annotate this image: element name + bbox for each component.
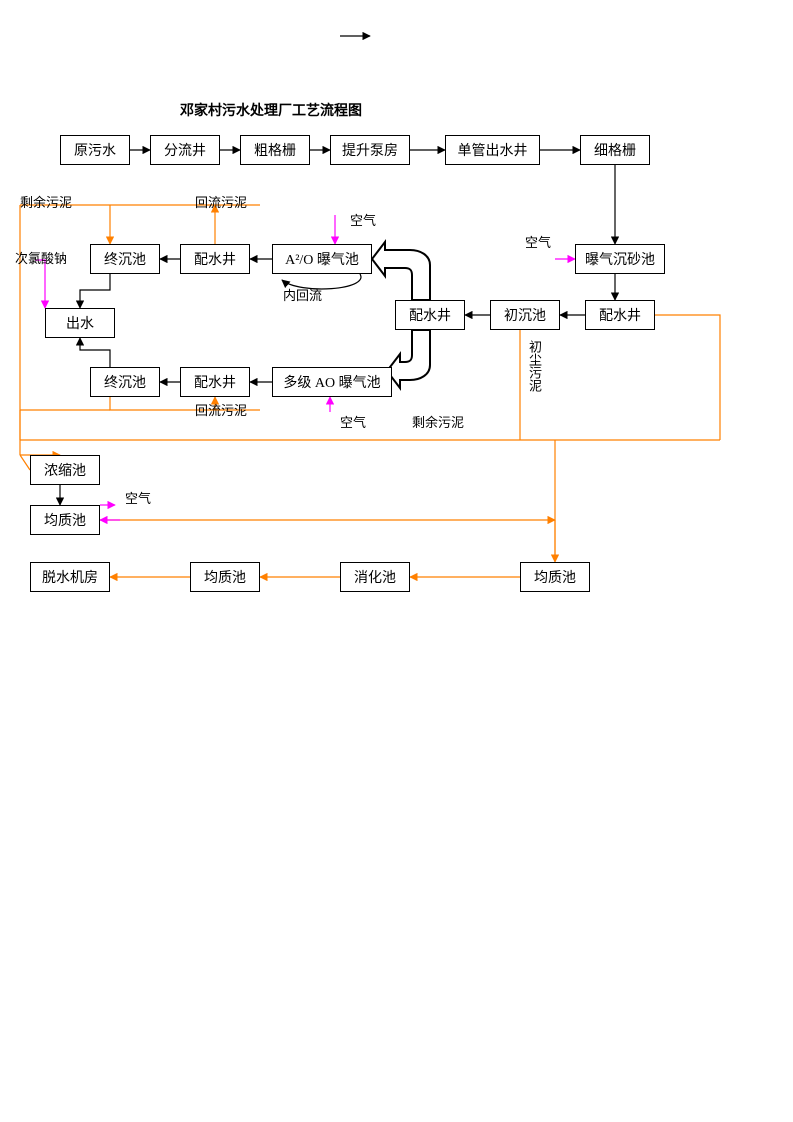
label: 剩余污泥 <box>20 192 72 211</box>
node-homo2: 均质池 <box>520 562 590 592</box>
label: 空气 <box>350 210 376 229</box>
node-homo1: 均质池 <box>30 505 100 535</box>
node-dewater: 脱水机房 <box>30 562 110 592</box>
node-split: 分流井 <box>150 135 220 165</box>
node-dist_l: 配水井 <box>180 367 250 397</box>
label: 次氯酸钠 <box>15 248 67 267</box>
node-multiAO: 多级 AO 曝气池 <box>272 367 392 397</box>
node-prim: 初沉池 <box>490 300 560 330</box>
node-pump: 提升泵房 <box>330 135 410 165</box>
label: 空气 <box>125 488 151 507</box>
edges-layer <box>0 0 793 1122</box>
node-coarse: 粗格栅 <box>240 135 310 165</box>
node-final_u: 终沉池 <box>90 244 160 274</box>
label: 剩余污泥 <box>412 412 464 431</box>
node-homo3: 均质池 <box>190 562 260 592</box>
label: 内回流 <box>283 285 322 304</box>
node-out: 出水 <box>45 308 115 338</box>
node-dist_u: 配水井 <box>180 244 250 274</box>
vlabel: 初尘污泥 <box>525 340 544 392</box>
node-dist_r: 配水井 <box>585 300 655 330</box>
node-digest: 消化池 <box>340 562 410 592</box>
node-fine: 细格栅 <box>580 135 650 165</box>
label: 空气 <box>340 412 366 431</box>
label: 空气 <box>525 232 551 251</box>
label: 回流污泥 <box>195 400 247 419</box>
node-outwell: 单管出水井 <box>445 135 540 165</box>
node-raw: 原污水 <box>60 135 130 165</box>
diagram-title: 邓家村污水处理厂工艺流程图 <box>180 100 362 120</box>
label: 回流污泥 <box>195 192 247 211</box>
node-aer_sand: 曝气沉砂池 <box>575 244 665 274</box>
node-a2o: A²/O 曝气池 <box>272 244 372 274</box>
node-conc: 浓缩池 <box>30 455 100 485</box>
node-dist_c: 配水井 <box>395 300 465 330</box>
node-final_l: 终沉池 <box>90 367 160 397</box>
